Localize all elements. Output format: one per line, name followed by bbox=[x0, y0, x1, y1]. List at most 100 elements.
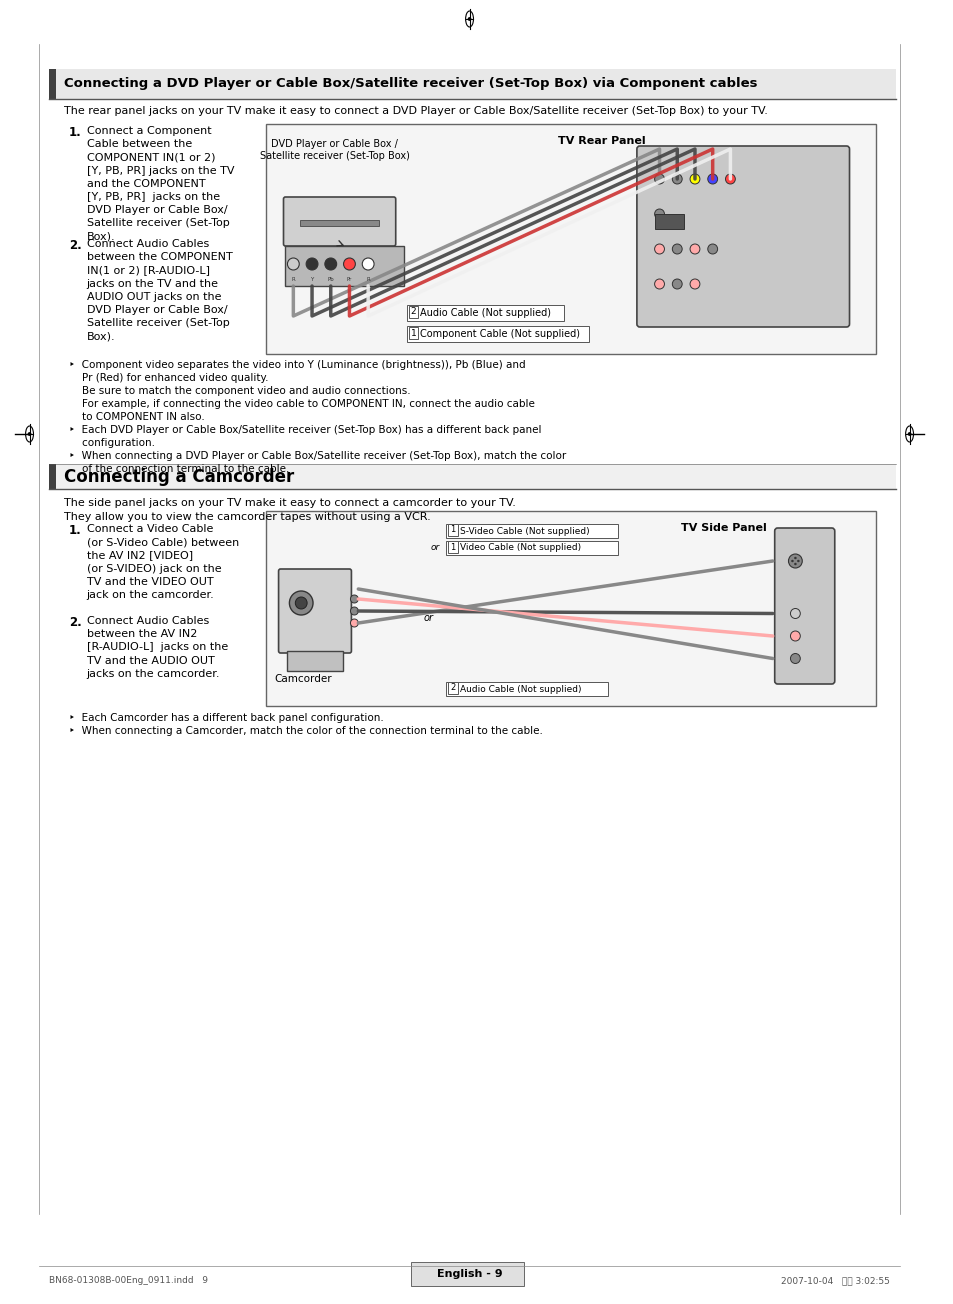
Text: 2: 2 bbox=[410, 308, 416, 317]
Circle shape bbox=[287, 258, 299, 270]
Circle shape bbox=[689, 244, 700, 254]
Text: Be sure to match the component video and audio connections.: Be sure to match the component video and… bbox=[69, 386, 410, 396]
Bar bbox=[50, 464, 56, 489]
Text: 2.: 2. bbox=[69, 239, 82, 252]
Text: R: R bbox=[366, 276, 370, 282]
Text: ‣  When connecting a Camcorder, match the color of the connection terminal to th: ‣ When connecting a Camcorder, match the… bbox=[69, 726, 542, 735]
Text: Connecting a DVD Player or Cable Box/Satellite receiver (Set-Top Box) via Compon: Connecting a DVD Player or Cable Box/Sat… bbox=[64, 77, 757, 90]
Circle shape bbox=[362, 258, 374, 270]
Text: Pr: Pr bbox=[346, 276, 352, 282]
Text: Component Cable (Not supplied): Component Cable (Not supplied) bbox=[420, 329, 579, 339]
Text: Pb: Pb bbox=[327, 276, 334, 282]
FancyBboxPatch shape bbox=[411, 1262, 523, 1286]
Circle shape bbox=[788, 554, 801, 569]
Circle shape bbox=[350, 595, 358, 602]
Bar bbox=[445, 541, 618, 556]
Text: of the connection terminal to the cable.: of the connection terminal to the cable. bbox=[69, 464, 289, 473]
Circle shape bbox=[343, 258, 355, 270]
Circle shape bbox=[289, 591, 313, 615]
Text: Connect Audio Cables
between the AV IN2
[R-AUDIO-L]  jacks on the
TV and the AUD: Connect Audio Cables between the AV IN2 … bbox=[87, 615, 228, 679]
Circle shape bbox=[797, 559, 799, 562]
Text: 1: 1 bbox=[450, 542, 455, 552]
FancyBboxPatch shape bbox=[774, 528, 834, 685]
FancyBboxPatch shape bbox=[637, 146, 848, 327]
Text: to COMPONENT IN also.: to COMPONENT IN also. bbox=[69, 412, 205, 422]
Text: Audio Cable (Not supplied): Audio Cable (Not supplied) bbox=[420, 308, 551, 318]
FancyBboxPatch shape bbox=[408, 306, 418, 318]
Text: Connecting a Camcorder: Connecting a Camcorder bbox=[64, 468, 294, 485]
Circle shape bbox=[350, 606, 358, 615]
Text: R: R bbox=[292, 276, 294, 282]
Text: Audio Cable (Not supplied): Audio Cable (Not supplied) bbox=[459, 685, 580, 694]
Circle shape bbox=[350, 619, 358, 627]
Bar bbox=[406, 305, 563, 321]
Circle shape bbox=[306, 258, 317, 270]
Text: configuration.: configuration. bbox=[69, 438, 154, 449]
FancyBboxPatch shape bbox=[278, 569, 351, 653]
Text: BN68-01308B-00Eng_0911.indd   9: BN68-01308B-00Eng_0911.indd 9 bbox=[50, 1277, 208, 1284]
Text: 1.: 1. bbox=[69, 126, 82, 140]
Text: ‣  Each DVD Player or Cable Box/Satellite receiver (Set-Top Box) has a different: ‣ Each DVD Player or Cable Box/Satellite… bbox=[69, 425, 541, 436]
Text: The side panel jacks on your TV make it easy to connect a camcorder to your TV.
: The side panel jacks on your TV make it … bbox=[64, 498, 516, 522]
Bar bbox=[445, 682, 608, 696]
FancyBboxPatch shape bbox=[50, 464, 895, 489]
Text: 2: 2 bbox=[450, 683, 455, 692]
Text: or: or bbox=[430, 544, 439, 553]
Circle shape bbox=[707, 244, 717, 254]
Circle shape bbox=[907, 433, 910, 436]
Text: Video Cable (Not supplied): Video Cable (Not supplied) bbox=[459, 544, 580, 553]
Circle shape bbox=[672, 279, 681, 289]
FancyBboxPatch shape bbox=[283, 197, 395, 246]
Bar bbox=[406, 326, 588, 342]
Circle shape bbox=[790, 653, 800, 664]
Text: Pr (Red) for enhanced video quality.: Pr (Red) for enhanced video quality. bbox=[69, 373, 268, 383]
Text: 1: 1 bbox=[450, 526, 455, 535]
Circle shape bbox=[325, 258, 336, 270]
FancyBboxPatch shape bbox=[266, 124, 875, 353]
Text: or: or bbox=[423, 613, 433, 623]
Text: TV Side Panel: TV Side Panel bbox=[679, 523, 765, 533]
FancyBboxPatch shape bbox=[266, 511, 875, 705]
Bar bbox=[50, 69, 56, 99]
Text: Connect a Video Cable
(or S-Video Cable) between
the AV IN2 [VIDEO]
(or S-VIDEO): Connect a Video Cable (or S-Video Cable)… bbox=[87, 524, 238, 600]
Text: TV Rear Panel: TV Rear Panel bbox=[558, 136, 644, 146]
FancyBboxPatch shape bbox=[408, 327, 418, 339]
Bar bbox=[287, 651, 342, 672]
Text: Connect Audio Cables
between the COMPONENT
IN(1 or 2) [R-AUDIO-L]
jacks on the T: Connect Audio Cables between the COMPONE… bbox=[87, 239, 233, 342]
Circle shape bbox=[654, 209, 663, 219]
Bar bbox=[445, 524, 618, 539]
Circle shape bbox=[672, 173, 681, 184]
Circle shape bbox=[295, 597, 307, 609]
Bar bbox=[300, 220, 378, 226]
Text: ‣  Component video separates the video into Y (Luminance (brightness)), Pb (Blue: ‣ Component video separates the video in… bbox=[69, 360, 525, 370]
Text: 1: 1 bbox=[410, 329, 416, 338]
Text: The rear panel jacks on your TV make it easy to connect a DVD Player or Cable Bo: The rear panel jacks on your TV make it … bbox=[64, 106, 767, 116]
Circle shape bbox=[689, 279, 700, 289]
Bar bbox=[654, 214, 683, 230]
FancyBboxPatch shape bbox=[50, 69, 895, 99]
Circle shape bbox=[672, 244, 681, 254]
Text: For example, if connecting the video cable to COMPONENT IN, connect the audio ca: For example, if connecting the video cab… bbox=[69, 399, 535, 409]
Text: DVD Player or Cable Box /
Satellite receiver (Set-Top Box): DVD Player or Cable Box / Satellite rece… bbox=[259, 140, 409, 160]
FancyBboxPatch shape bbox=[447, 524, 457, 536]
Text: 2.: 2. bbox=[69, 615, 82, 629]
Bar bbox=[285, 246, 403, 286]
FancyBboxPatch shape bbox=[447, 541, 457, 553]
Text: S-Video Cable (Not supplied): S-Video Cable (Not supplied) bbox=[459, 527, 589, 536]
Circle shape bbox=[654, 173, 663, 184]
Circle shape bbox=[468, 18, 470, 20]
Circle shape bbox=[794, 557, 796, 559]
FancyBboxPatch shape bbox=[447, 682, 457, 694]
Circle shape bbox=[790, 609, 800, 618]
Circle shape bbox=[689, 173, 700, 184]
Circle shape bbox=[707, 173, 717, 184]
Circle shape bbox=[794, 563, 796, 565]
Text: English - 9: English - 9 bbox=[436, 1269, 502, 1279]
Circle shape bbox=[790, 631, 800, 642]
Text: Y: Y bbox=[310, 276, 314, 282]
Text: ‣  Each Camcorder has a different back panel configuration.: ‣ Each Camcorder has a different back pa… bbox=[69, 713, 383, 722]
Text: ‣  When connecting a DVD Player or Cable Box/Satellite receiver (Set-Top Box), m: ‣ When connecting a DVD Player or Cable … bbox=[69, 451, 565, 462]
Circle shape bbox=[724, 173, 735, 184]
Circle shape bbox=[791, 559, 793, 562]
Circle shape bbox=[654, 244, 663, 254]
